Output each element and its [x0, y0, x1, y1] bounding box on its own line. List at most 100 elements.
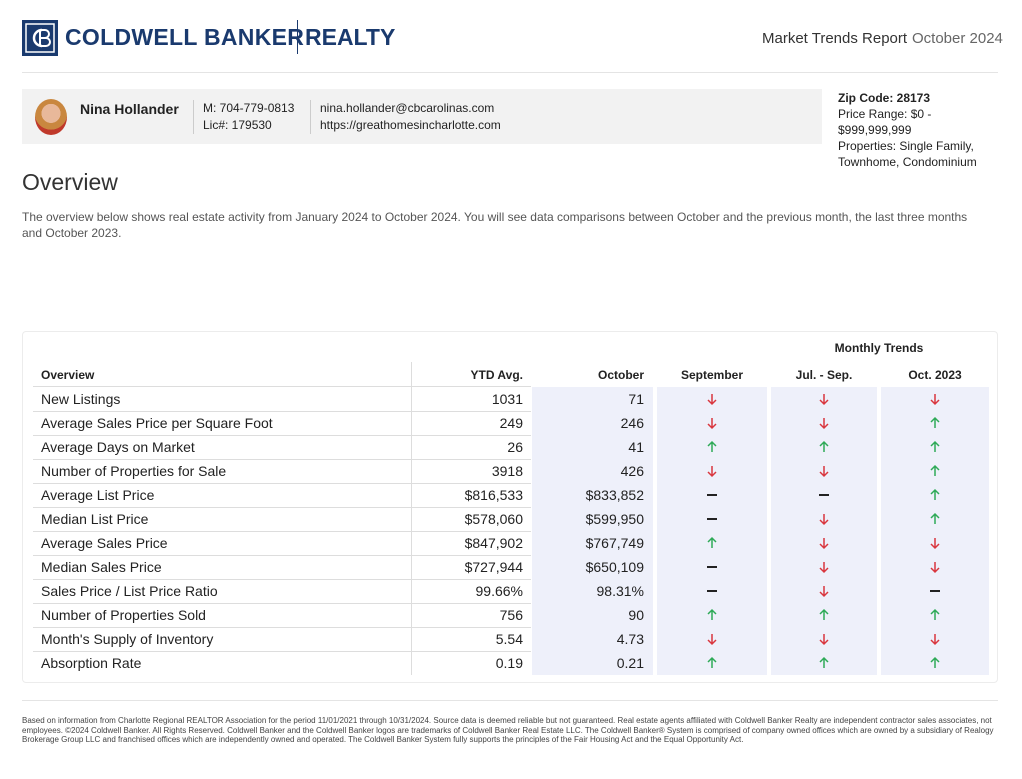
trend-arrow-down: [657, 632, 767, 646]
ytd-value: 99.66%: [475, 583, 523, 599]
row-label: Number of Properties Sold: [41, 607, 206, 623]
divider: [193, 100, 194, 134]
october-value: 4.73: [616, 631, 644, 647]
trend-arrow-down: [771, 416, 877, 430]
row-label: Average Sales Price: [41, 535, 168, 551]
ytd-value: 756: [499, 607, 523, 623]
row-label: New Listings: [41, 391, 121, 407]
agent-phone: M: 704-779-0813: [203, 101, 295, 115]
ytd-value: 0.19: [495, 655, 523, 671]
row-rule: [33, 555, 531, 556]
trend-arrow-down: [771, 560, 877, 574]
column-header: YTD Avg.: [470, 368, 523, 382]
row-rule: [33, 603, 531, 604]
trend-arrow-up: [771, 656, 877, 670]
row-label: Average List Price: [41, 487, 155, 503]
trend-arrow-flat: [657, 488, 767, 502]
agent-name: Nina Hollander: [80, 101, 179, 117]
row-rule: [33, 411, 531, 412]
trend-arrow-up: [881, 464, 989, 478]
october-value: $650,109: [585, 559, 644, 575]
overview-title: Overview: [22, 169, 118, 195]
trend-arrow-down: [771, 512, 877, 526]
trend-arrow-down: [881, 536, 989, 550]
october-value: 90: [628, 607, 644, 623]
ytd-value: 3918: [491, 463, 523, 479]
october-value: $767,749: [585, 535, 644, 551]
trend-arrow-down: [657, 392, 767, 406]
trend-arrow-up: [657, 608, 767, 622]
agent-photo: [35, 99, 67, 135]
october-value: 0.21: [616, 655, 644, 671]
column-header: Jul. - Sep.: [795, 368, 853, 382]
column-shade: [657, 387, 767, 675]
trend-arrow-up: [657, 536, 767, 550]
trend-arrow-flat: [657, 512, 767, 526]
row-rule: [33, 651, 531, 652]
trend-arrow-up: [881, 416, 989, 430]
group-header: Monthly Trends: [834, 341, 924, 355]
column-shade: [881, 387, 989, 675]
ytd-value: 249: [499, 415, 523, 431]
trend-arrow-up: [881, 488, 989, 502]
row-rule: [33, 507, 531, 508]
row-rule: [33, 435, 531, 436]
property-types: Properties: Single Family, Townhome, Con…: [838, 139, 977, 169]
agent-license: Lic#: 179530: [203, 118, 272, 132]
row-rule: [33, 531, 531, 532]
trend-arrow-down: [881, 560, 989, 574]
overview-text: The overview below shows real estate act…: [22, 210, 968, 240]
report-date: October 2024: [912, 30, 1003, 47]
trends-table: Monthly Trends Overview YTD Avg. October Sep…: [22, 331, 998, 683]
trend-arrow-up: [881, 512, 989, 526]
trend-arrow-down: [881, 392, 989, 406]
trend-arrow-down: [771, 584, 877, 598]
trend-arrow-up: [771, 440, 877, 454]
trend-arrow-flat: [657, 584, 767, 598]
trend-arrow-flat: [881, 584, 989, 598]
column-header: October: [597, 368, 644, 382]
row-label: Median Sales Price: [41, 559, 162, 575]
price-range: Price Range: $0 - $999,999,999: [838, 107, 932, 137]
logo-monogram: [25, 23, 55, 53]
trend-arrow-up: [881, 656, 989, 670]
trend-arrow-down: [881, 632, 989, 646]
header-rule: [22, 72, 998, 73]
trend-arrow-down: [771, 464, 877, 478]
column-header: Overview: [41, 368, 95, 382]
row-label: Absorption Rate: [41, 655, 142, 671]
row-rule: [33, 627, 531, 628]
ytd-value: 5.54: [495, 631, 523, 647]
october-value: 98.31%: [596, 583, 644, 599]
divider: [310, 100, 311, 134]
ytd-value: $727,944: [464, 559, 523, 575]
ytd-value: 26: [507, 439, 523, 455]
row-label: Number of Properties for Sale: [41, 463, 227, 479]
report-title: Market Trends Report: [762, 30, 908, 47]
column-divider: [411, 362, 412, 675]
october-value: 246: [620, 415, 644, 431]
trend-arrow-flat: [771, 488, 877, 502]
column-header: September: [680, 368, 744, 382]
brand: COLDWELL BANKER: [65, 24, 305, 50]
trend-arrow-up: [881, 608, 989, 622]
column-shade: [771, 387, 877, 675]
footer-text: Based on information from Charlotte Regi…: [22, 716, 994, 744]
column-header: Oct. 2023: [908, 368, 962, 382]
agent-box: [22, 89, 822, 144]
ytd-value: $578,060: [464, 511, 523, 527]
trend-arrow-up: [771, 608, 877, 622]
october-value: 426: [620, 463, 644, 479]
agent-email: nina.hollander@cbcarolinas.com: [320, 101, 495, 115]
row-rule: [33, 459, 531, 460]
trend-arrow-up: [657, 656, 767, 670]
row-label: Month's Supply of Inventory: [41, 631, 214, 647]
row-rule: [33, 483, 531, 484]
brand-sub: REALTY: [305, 24, 396, 50]
trend-arrow-up: [881, 440, 989, 454]
trend-arrow-down: [771, 392, 877, 406]
trend-arrow-down: [771, 536, 877, 550]
zip-code: Zip Code: 28173: [838, 91, 931, 105]
row-label: Median List Price: [41, 511, 149, 527]
october-value: 71: [628, 391, 644, 407]
